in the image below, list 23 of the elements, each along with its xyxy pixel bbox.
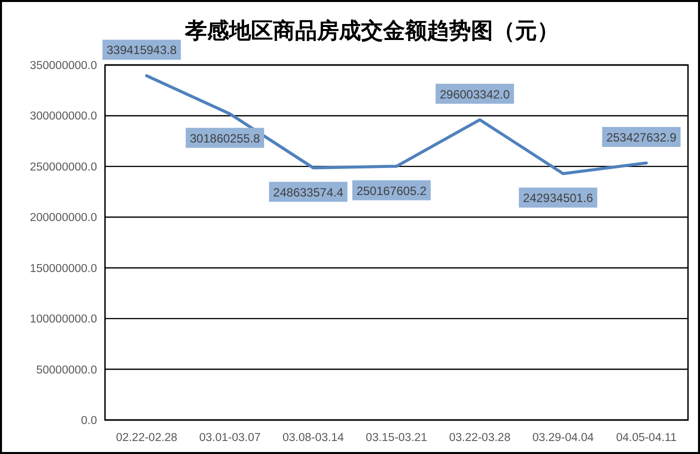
y-tick-label: 50000000.0 <box>36 364 97 376</box>
data-label: 242934501.6 <box>523 191 594 206</box>
data-label: 250167605.2 <box>356 184 427 198</box>
y-tick-label: 0.0 <box>81 415 97 427</box>
chart-title: 孝感地区商品房成交金额趋势图（元） <box>184 18 559 43</box>
x-tick-label: 02.22-02.28 <box>116 432 178 444</box>
y-tick-label: 200000000.0 <box>30 212 97 224</box>
y-tick-label: 100000000.0 <box>30 314 97 326</box>
y-tick-label: 300000000.0 <box>30 110 97 123</box>
x-tick-label: 03.01-03.07 <box>199 432 261 444</box>
x-tick-label: 03.15-03.21 <box>366 432 428 444</box>
data-label: 339415943.8 <box>106 43 177 58</box>
x-tick-label: 04.05-04.11 <box>616 432 677 444</box>
x-tick-label: 03.29-04.04 <box>532 432 594 444</box>
y-tick-label: 250000000.0 <box>30 161 97 174</box>
data-label: 296003342.0 <box>440 87 510 102</box>
y-tick-label: 150000000.0 <box>30 262 97 275</box>
x-tick-label: 03.22-03.28 <box>449 432 510 444</box>
x-tick-label: 03.08-03.14 <box>282 432 345 444</box>
data-label: 253427632.9 <box>606 130 677 144</box>
y-tick-label: 350000000.0 <box>30 60 97 72</box>
data-label: 301860255.8 <box>190 131 260 146</box>
data-label: 248633574.4 <box>273 185 344 200</box>
